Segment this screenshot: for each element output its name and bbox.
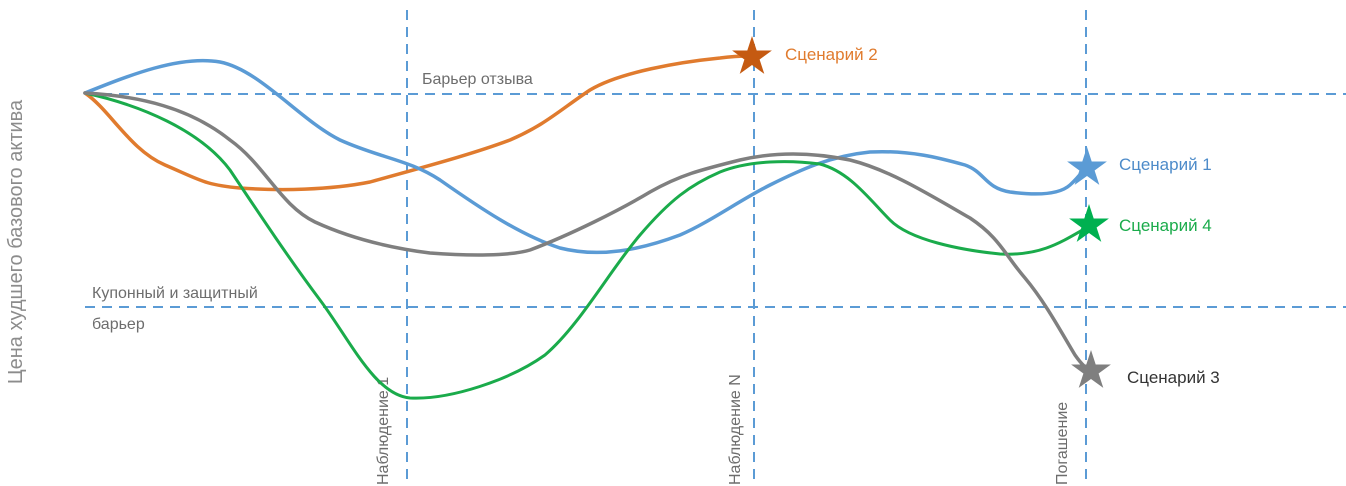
redemption-label: Погашение xyxy=(1054,402,1071,485)
scenario-2-path xyxy=(83,54,752,192)
scenario-1-star-icon xyxy=(1067,147,1107,185)
coupon-barrier-label-line1: Купонный и защитный xyxy=(92,285,258,302)
scenario-1-label: Сценарий 1 xyxy=(1119,155,1212,174)
scenario-4-path xyxy=(83,91,1088,400)
y-axis-label: Цена худшего базового актива xyxy=(5,99,27,384)
observation-n-label: Наблюдение N xyxy=(727,374,744,485)
scenario-4-star-icon xyxy=(1069,204,1109,242)
scenario-1-path xyxy=(83,58,1088,255)
call-barrier-label: Барьер отзыва xyxy=(422,71,533,88)
scenario-3-label: Сценарий 3 xyxy=(1127,368,1220,387)
scenario-3-path xyxy=(83,91,1092,372)
scenario-2-label: Сценарий 2 xyxy=(785,45,878,64)
scenario-4-label: Сценарий 4 xyxy=(1119,216,1212,235)
observation-1-label: Наблюдение 1 xyxy=(375,377,392,485)
scenario-2-star-icon xyxy=(732,36,772,74)
scenario-3-star-icon xyxy=(1071,350,1111,388)
coupon-barrier-label-line2: барьер xyxy=(92,316,145,333)
